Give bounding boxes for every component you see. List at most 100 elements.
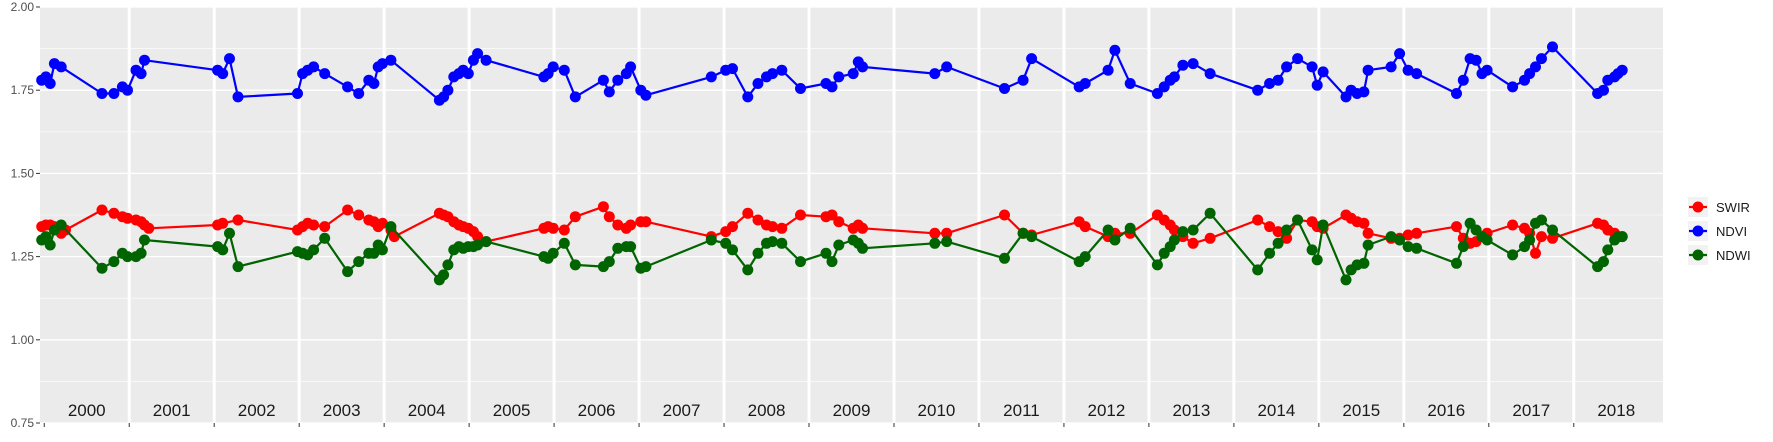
data-point	[1151, 259, 1163, 271]
series-ndwi	[36, 207, 1628, 286]
data-point	[1481, 234, 1493, 246]
data-point	[558, 237, 570, 249]
year-label: 2010	[918, 401, 956, 420]
data-point	[224, 227, 235, 239]
data-point	[1547, 41, 1558, 53]
data-point	[612, 219, 624, 231]
year-label: 2014	[1257, 401, 1295, 420]
data-point	[292, 88, 303, 99]
data-point	[1204, 207, 1216, 219]
data-point	[108, 256, 120, 268]
data-point	[1317, 219, 1329, 231]
y-tick-label: 1.50	[11, 166, 35, 180]
data-point	[232, 91, 244, 103]
y-tick-label: 1.00	[11, 333, 35, 347]
data-point	[44, 78, 56, 89]
data-point	[122, 212, 133, 224]
data-point	[705, 71, 717, 83]
data-point	[833, 71, 845, 83]
data-point	[55, 219, 67, 231]
year-label: 2012	[1088, 401, 1126, 420]
data-point	[342, 204, 354, 216]
data-point	[472, 48, 484, 60]
y-tick-label: 2.00	[11, 0, 35, 14]
data-point	[1340, 274, 1352, 286]
series-layer	[36, 41, 1628, 286]
data-point	[1362, 64, 1374, 76]
data-point	[558, 224, 570, 236]
series-swir	[36, 201, 1628, 259]
data-point	[1530, 247, 1541, 259]
data-point	[96, 262, 108, 274]
legend-item-ndvi: NDVI	[1688, 221, 1747, 241]
data-point	[612, 242, 624, 254]
legend-key-point	[1692, 225, 1704, 237]
year-label: 2016	[1427, 401, 1465, 420]
data-point	[929, 68, 941, 80]
data-point	[1306, 61, 1318, 73]
data-point	[1187, 237, 1199, 249]
data-point	[776, 237, 788, 249]
data-point	[55, 61, 67, 73]
year-label: 2007	[663, 401, 701, 420]
data-point	[941, 236, 953, 248]
data-point	[385, 54, 397, 66]
data-point	[547, 247, 559, 259]
data-point	[999, 209, 1010, 221]
data-point	[122, 84, 133, 96]
data-point	[999, 252, 1010, 264]
data-point	[929, 227, 941, 239]
data-point	[547, 222, 559, 234]
year-label: 2004	[408, 401, 446, 420]
data-point	[1311, 79, 1323, 91]
data-point	[1362, 239, 1374, 251]
data-point	[720, 237, 732, 249]
data-point	[1168, 234, 1180, 246]
data-point	[1306, 244, 1318, 256]
data-point	[558, 64, 570, 76]
data-point	[727, 244, 738, 256]
y-axis: 0.75 1.00 1.25 1.50 1.75 2.00	[11, 0, 40, 430]
x-axis	[43, 423, 1575, 427]
data-point	[1402, 229, 1414, 241]
data-point	[1507, 249, 1519, 261]
legend: SWIR NDVI NDWI	[1688, 197, 1751, 265]
data-point	[1026, 53, 1038, 65]
data-point	[640, 89, 652, 101]
data-point	[727, 63, 738, 75]
data-point	[569, 211, 581, 223]
data-point	[442, 84, 454, 96]
data-point	[1177, 59, 1189, 71]
data-point	[232, 261, 244, 273]
data-point	[342, 81, 354, 93]
year-label: 2003	[323, 401, 361, 420]
data-point	[353, 209, 365, 221]
data-point	[1598, 84, 1609, 96]
data-point	[353, 256, 365, 268]
data-point	[547, 61, 559, 73]
legend-key-point	[1692, 249, 1704, 261]
legend-label: SWIR	[1716, 200, 1750, 215]
data-point	[44, 239, 56, 251]
data-point	[625, 61, 637, 73]
data-point	[480, 236, 492, 248]
data-point	[1124, 78, 1136, 89]
data-point	[767, 68, 778, 80]
data-point	[40, 231, 52, 243]
data-point	[1457, 241, 1469, 253]
data-point	[122, 251, 133, 263]
year-label: 2008	[748, 401, 786, 420]
data-point	[742, 207, 754, 219]
data-point	[767, 221, 778, 233]
data-point	[217, 244, 229, 256]
year-labels: 2000 2001 2002 2003 2004 2005 2006 2007 2008 2009…	[68, 401, 1635, 420]
data-point	[1616, 64, 1628, 76]
data-point	[1272, 74, 1284, 86]
data-point	[826, 209, 838, 221]
data-point	[1264, 221, 1276, 233]
data-point	[1292, 53, 1304, 65]
data-point	[1272, 237, 1284, 249]
data-point	[1547, 232, 1558, 244]
data-point	[308, 244, 320, 256]
data-point	[640, 216, 652, 228]
